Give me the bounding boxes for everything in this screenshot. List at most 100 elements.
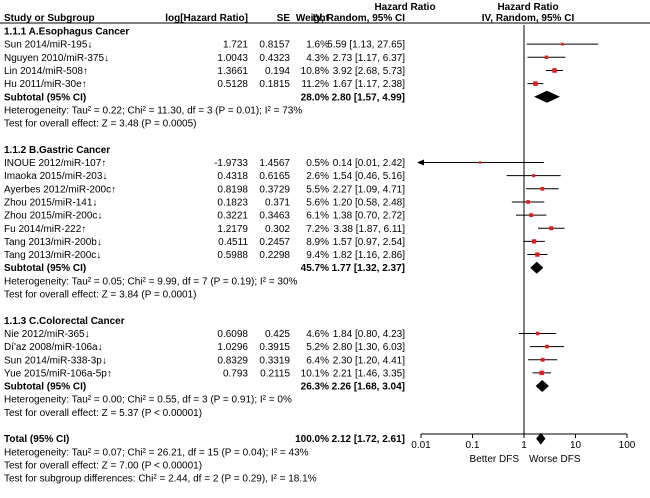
study-se: 0.425 [265,329,290,340]
axis-right-label: Worse DFS [529,454,581,465]
study-weight: 6.1% [306,211,329,222]
study-ci: 1.84 [0.80, 4.23] [333,329,406,340]
study-weight: 7.2% [306,224,329,235]
study-weight: 4.3% [306,53,329,64]
study-point [545,344,549,349]
study-loghr: 1.3661 [217,66,248,77]
column-study-header: Study or Subgroup [4,13,95,24]
study-name: Zhou 2015/miR-200c↓ [4,211,102,222]
study-point [539,370,544,376]
total-weight: 100.0% [295,434,329,445]
ci-header-title: Hazard Ratio [374,2,435,13]
heterogeneity-text: Heterogeneity: Tau² = 0.00; Chi² = 0.55,… [4,395,292,406]
study-loghr: 1.0296 [217,342,248,353]
study-weight: 6.4% [306,355,329,366]
study-weight: 5.5% [306,184,329,195]
study-ci: 2.80 [1.30, 6.03] [333,342,406,353]
study-se: 0.2298 [259,250,290,261]
study-loghr: 1.721 [223,40,248,51]
study-loghr: 1.2179 [217,224,248,235]
study-ci: 3.92 [2.68, 5.73] [333,66,406,77]
study-point [529,213,534,218]
study-ci: 3.38 [1.87, 6.11] [333,224,405,235]
study-name: Dí'az 2008/miR-106a↓ [4,342,103,353]
study-se: 0.371 [265,197,290,208]
study-loghr: 0.5988 [217,250,248,261]
total-overall-effect-text: Test for overall effect: Z = 7.00 (P < 0… [4,460,202,471]
overall-effect-text: Test for overall effect: Z = 3.84 (P = 0… [4,290,197,301]
subtotal-weight: 26.3% [301,382,329,393]
total-heterogeneity-text: Heterogeneity: Tau² = 0.07; Chi² = 26.21… [4,447,309,458]
subgroup-heading: 1.1.1 A.Esophagus Cancer [4,27,129,38]
subtotal-label: Subtotal (95% CI) [4,92,86,103]
study-name: Tang 2013/miR-200b↓ [4,237,102,248]
subtotal-ci: 1.77 [1.32, 2.37] [332,263,405,274]
column-loghr-header: log[Hazard Ratio] [165,13,248,24]
ci-arrow-left [417,159,424,166]
subtotal-ci: 2.26 [1.68, 3.04] [332,382,405,393]
study-weight: 0.5% [306,158,329,169]
study-se: 0.3729 [259,184,290,195]
study-name: Sun 2014/miR-338-3p↓ [4,355,107,366]
study-loghr: 0.4318 [217,171,248,182]
column-ci-header: IV, Random, 95% CI [313,13,406,24]
study-se: 0.6165 [259,171,290,182]
axis-left-label: Better DFS [470,454,520,465]
study-weight: 10.8% [301,66,329,77]
study-point [544,55,549,60]
study-weight: 2.6% [306,171,329,182]
study-name: Nguyen 2010/miR-375↓ [4,53,109,64]
x-axis-tick-label: 10 [570,440,582,451]
study-ci: 1.57 [0.97, 2.54] [333,237,406,248]
subgroup-heading: 1.1.3 C.Colorectal Cancer [4,316,125,327]
study-loghr: 0.1823 [217,197,248,208]
study-weight: 9.4% [306,250,329,261]
study-name: Yue 2015/miR-106a-5p↑ [4,368,112,379]
heterogeneity-text: Heterogeneity: Tau² = 0.22; Chi² = 11.30… [4,105,302,116]
study-loghr: 0.8198 [217,184,248,195]
subtotal-diamond [530,261,544,274]
study-loghr: -1.9733 [214,158,248,169]
study-ci: 2.21 [1.46, 3.35] [333,368,406,379]
study-loghr: 0.4511 [218,237,248,248]
study-se: 0.194 [265,66,290,77]
study-point [532,174,536,178]
x-axis-tick-label: 100 [619,440,636,451]
study-weight: 5.6% [306,197,329,208]
total-ci: 2.12 [1.72, 2.61] [332,434,405,445]
study-point [540,186,545,191]
study-name: INOUE 2012/miR-107↑ [4,158,106,169]
x-axis-tick-label: 0.1 [466,440,480,451]
column-weight-header: Weight [296,13,330,24]
study-se: 1.4567 [259,158,290,169]
study-se: 0.1815 [259,79,290,90]
study-point [561,42,564,46]
study-loghr: 0.6098 [217,329,248,340]
subtotal-ci: 2.80 [1.57, 4.99] [332,92,405,103]
study-weight: 4.6% [306,329,329,340]
study-se: 0.2115 [260,368,290,379]
study-se: 0.3463 [259,211,290,222]
study-loghr: 0.3221 [217,211,248,222]
subtotal-label: Subtotal (95% CI) [4,263,86,274]
study-ci: 2.27 [1.09, 4.71] [333,184,406,195]
study-point [478,161,482,164]
study-ci: 2.30 [1.20, 4.41] [333,355,406,366]
study-name: Lin 2014/miR-508↑ [4,66,88,77]
total-label: Total (95% CI) [4,434,69,445]
overall-effect-text: Test for overall effect: Z = 3.48 (P = 0… [4,119,197,130]
study-name: Fu 2014/miR-222↑ [4,224,86,235]
subtotal-diamond [534,90,560,103]
subgroup-differences-text: Test for subgroup differences: Chi² = 2.… [4,474,317,485]
x-axis-tick-label: 1 [521,440,527,451]
study-ci: 1.20 [0.58, 2.48] [333,197,406,208]
study-ci: 2.73 [1.17, 6.37] [333,53,406,64]
study-point [552,68,557,73]
subtotal-label: Subtotal (95% CI) [4,382,86,393]
study-ci: 1.38 [0.70, 2.72] [333,211,406,222]
study-point [535,252,540,257]
study-loghr: 1.0043 [217,53,248,64]
study-loghr: 0.793 [223,368,248,379]
study-ci: 1.54 [0.46, 5.16] [333,171,406,182]
